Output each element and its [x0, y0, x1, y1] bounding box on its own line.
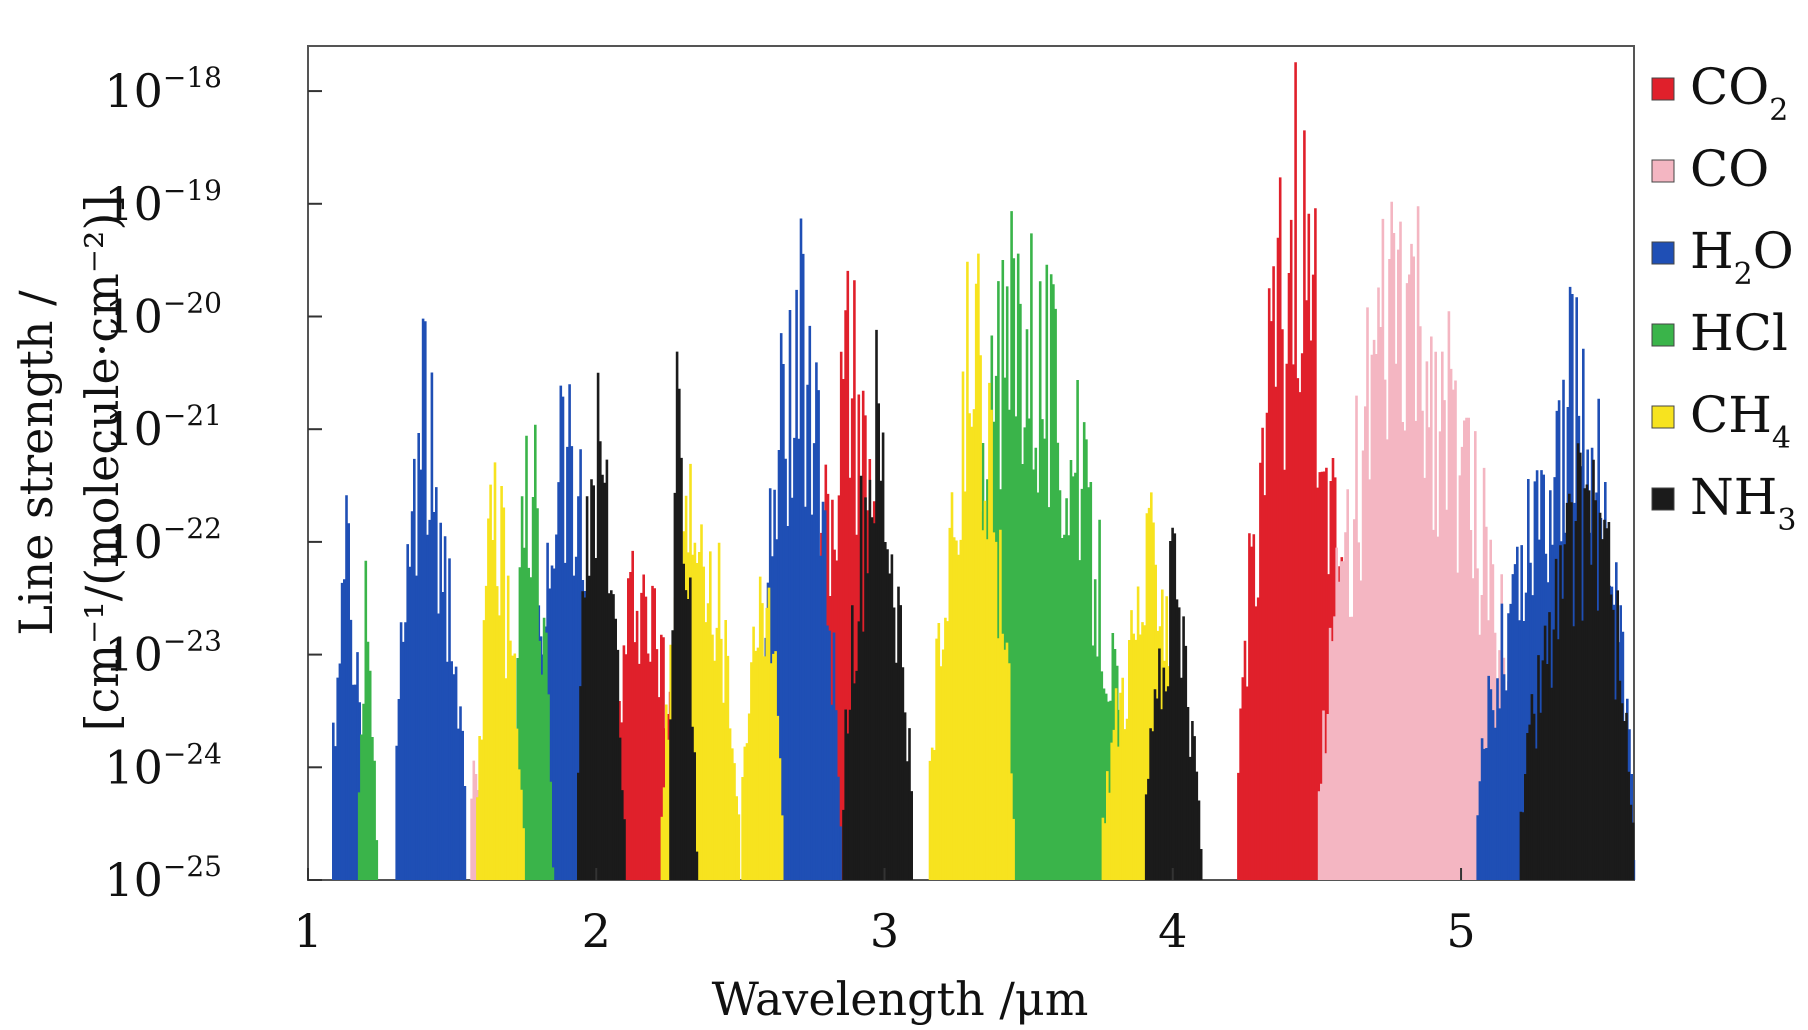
band-co-3 [1317, 201, 1534, 880]
legend-swatch [1651, 487, 1675, 511]
band-nh3-1 [576, 372, 626, 880]
band-ch4-4 [928, 253, 1015, 880]
band-hcl-1 [357, 560, 379, 880]
legend-item-co2: CO2 [1651, 58, 1788, 128]
legend-swatch [1651, 159, 1675, 183]
legend-item-co: CO [1651, 140, 1769, 198]
y-tick-label: 10−25 [104, 850, 222, 907]
y-axis: 10−25 10−24 10−23 10−22 10−21 10−20 10−19 10−18 [104, 61, 322, 907]
legend-swatch [1651, 405, 1675, 429]
legend-label: H2O [1690, 222, 1794, 292]
band-nh3-2 [669, 351, 699, 880]
x-tick-label: 5 [1446, 904, 1475, 958]
legend-swatch [1651, 77, 1675, 101]
y-axis-title-line1: Line strength / [9, 290, 63, 636]
y-tick-label: 10−20 [104, 286, 222, 343]
legend-label: CO [1690, 140, 1769, 198]
legend-label: CO2 [1690, 58, 1788, 128]
y-tick-label: 10−18 [104, 61, 222, 118]
y-tick-label: 10−23 [104, 625, 222, 682]
x-axis-title: Wavelength /μm [712, 972, 1089, 1026]
y-axis-title-line2-group: [cm⁻¹/(molecule·cm⁻²)] [75, 195, 129, 732]
band-ch4-1 [476, 462, 525, 880]
x-tick-label: 1 [293, 904, 322, 958]
legend-label: NH3 [1690, 468, 1796, 538]
band-h2o-2 [395, 318, 467, 880]
legend-label: CH4 [1690, 386, 1791, 456]
y-axis-title-line1-group: Line strength / [9, 290, 63, 636]
x-tick-label: 2 [582, 904, 611, 958]
x-tick-label: 4 [1158, 904, 1187, 958]
series-nh3 [576, 329, 1635, 880]
legend-swatch [1651, 323, 1675, 347]
y-tick-label: 10−24 [104, 737, 222, 794]
y-tick-label: 10−21 [104, 399, 222, 456]
band-layer [331, 62, 1636, 880]
y-tick-label: 10−19 [104, 174, 222, 231]
band-nh3-4 [1144, 527, 1203, 880]
x-axis: 1 2 3 4 5 [293, 868, 1476, 958]
y-tick-label: 10−22 [104, 512, 222, 569]
legend: CO2 CO H2O HCl CH4 NH3 [1651, 58, 1796, 538]
band-nh3-5 [1519, 443, 1635, 880]
series-ch4 [476, 253, 1188, 880]
legend-item-nh3: NH3 [1651, 468, 1796, 538]
legend-item-h2o: H2O [1651, 222, 1794, 292]
band-ch4-3 [741, 576, 784, 880]
legend-item-ch4: CH4 [1651, 386, 1791, 456]
band-ch4-5 [1101, 492, 1188, 880]
legend-item-hcl: HCl [1651, 304, 1788, 362]
band-nh3-3 [842, 329, 914, 880]
legend-swatch [1651, 241, 1675, 265]
x-tick-label: 3 [870, 904, 899, 958]
band-hcl-2 [516, 424, 555, 880]
legend-label: HCl [1690, 304, 1788, 362]
y-axis-title-line2: [cm⁻¹/(molecule·cm⁻²)] [75, 195, 129, 732]
